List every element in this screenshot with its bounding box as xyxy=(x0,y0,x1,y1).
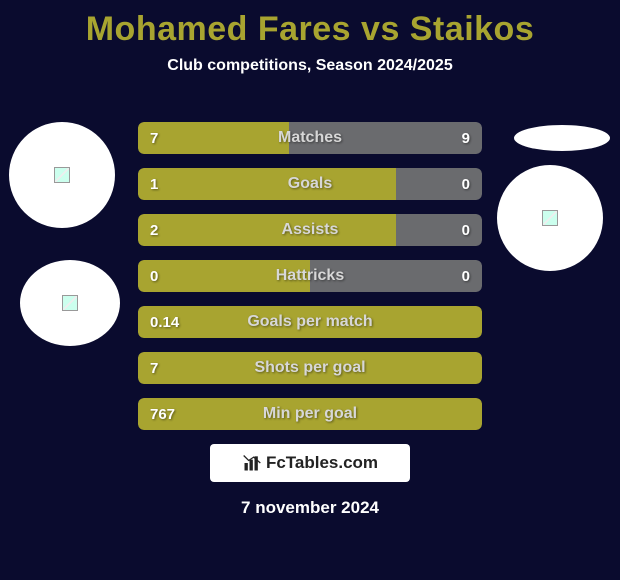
stat-value-left: 1 xyxy=(150,168,158,200)
subtitle: Club competitions, Season 2024/2025 xyxy=(0,57,620,75)
bar-full xyxy=(138,398,482,430)
bar-left xyxy=(138,214,396,246)
broken-image-icon xyxy=(62,295,78,311)
bar-left xyxy=(138,260,310,292)
stat-row: 79Matches xyxy=(138,122,482,154)
comparison-chart: 79Matches10Goals20Assists00Hattricks0.14… xyxy=(138,122,482,444)
fctables-logo: FcTables.com xyxy=(210,444,410,482)
stat-row: 7Shots per goal xyxy=(138,352,482,384)
player-left-avatar-2 xyxy=(20,260,120,346)
player-right-avatar xyxy=(497,165,603,271)
stat-value-left: 7 xyxy=(150,122,158,154)
stat-row: 767Min per goal xyxy=(138,398,482,430)
player-left-avatar-1 xyxy=(9,122,115,228)
stat-value-left: 767 xyxy=(150,398,175,430)
stat-value-right: 0 xyxy=(462,168,470,200)
bar-right xyxy=(289,122,482,154)
stat-value-left: 0 xyxy=(150,260,158,292)
stat-value-right: 0 xyxy=(462,214,470,246)
player-right-ellipse xyxy=(514,125,610,151)
bar-left xyxy=(138,122,289,154)
stat-value-left: 7 xyxy=(150,352,158,384)
bar-full xyxy=(138,352,482,384)
stat-row: 00Hattricks xyxy=(138,260,482,292)
broken-image-icon xyxy=(542,210,558,226)
stat-value-right: 0 xyxy=(462,260,470,292)
stat-value-left: 2 xyxy=(150,214,158,246)
bar-full xyxy=(138,306,482,338)
bar-right xyxy=(310,260,482,292)
stat-row: 0.14Goals per match xyxy=(138,306,482,338)
bar-chart-icon xyxy=(242,453,262,473)
broken-image-icon xyxy=(54,167,70,183)
bar-left xyxy=(138,168,396,200)
stat-row: 20Assists xyxy=(138,214,482,246)
stat-value-right: 9 xyxy=(462,122,470,154)
date-text: 7 november 2024 xyxy=(0,498,620,518)
stat-row: 10Goals xyxy=(138,168,482,200)
logo-text: FcTables.com xyxy=(266,453,378,473)
stat-value-left: 0.14 xyxy=(150,306,179,338)
page-title: Mohamed Fares vs Staikos xyxy=(0,0,620,49)
